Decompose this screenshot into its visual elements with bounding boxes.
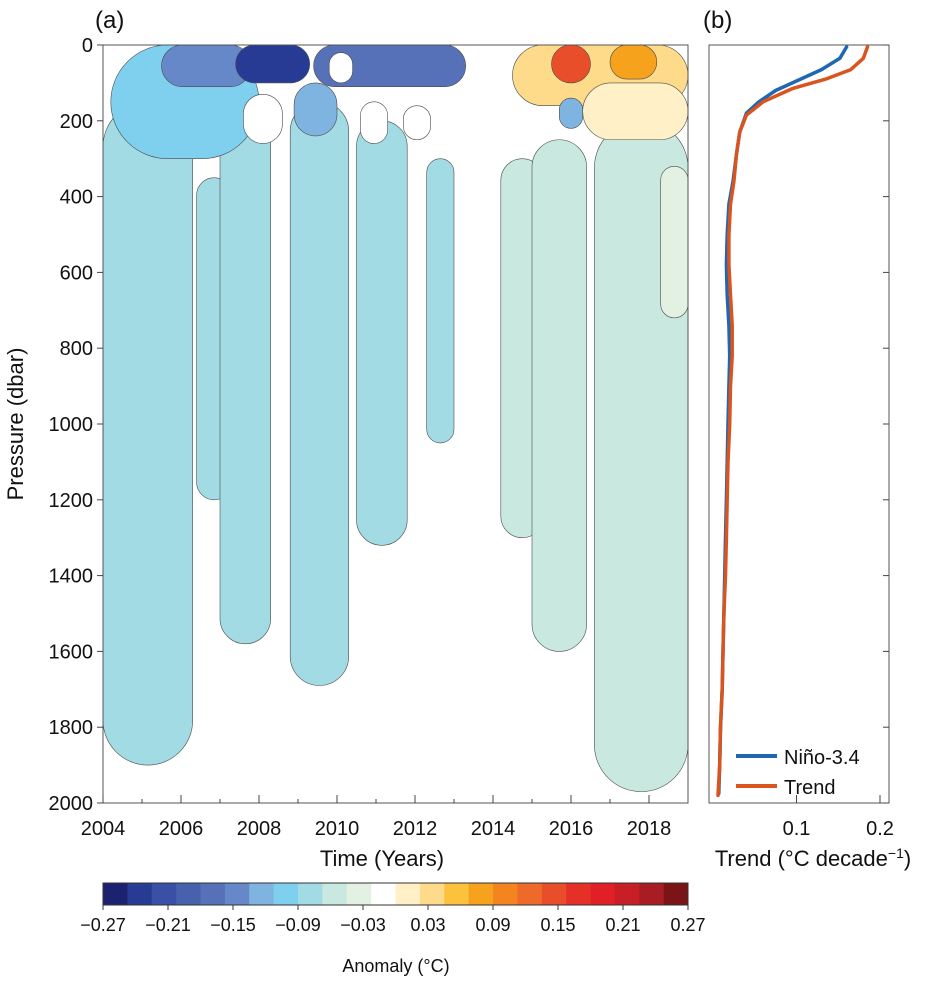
x-tick-label: 2016 (549, 818, 594, 840)
colorbar-tick-label: 0.27 (670, 915, 705, 935)
colorbar-tick-label: −0.21 (145, 915, 191, 935)
colorbar-cell (493, 883, 518, 905)
colorbar-tick-label: −0.27 (80, 915, 126, 935)
colorbar-cell (371, 883, 396, 905)
colorbar-tick-label: 0.09 (475, 915, 510, 935)
y-tick-label: 0 (82, 35, 93, 57)
x-tick-label: 2004 (81, 818, 126, 840)
colorbar-cell (298, 883, 323, 905)
panel-b: (b) 0.1 0.2 Niño-3.4 Trend Trend (°C deca… (703, 7, 911, 871)
anomaly-region (551, 45, 591, 84)
colorbar-cell (346, 883, 372, 905)
y-axis-title: Pressure (dbar) (3, 348, 28, 501)
x-tick-label: 2012 (393, 818, 438, 840)
colorbar-cell (639, 883, 665, 905)
y-tick-label: 1400 (49, 566, 94, 588)
colorbar-cell (468, 883, 494, 905)
y-tick-label: 1600 (49, 641, 94, 663)
anomaly-region (660, 165, 688, 319)
anomaly-region (360, 101, 388, 144)
colorbar-cell (517, 883, 543, 905)
anomaly-region (219, 90, 272, 645)
anomaly-region (235, 45, 310, 84)
x-tick-label: 2010 (315, 818, 360, 840)
heatmap-field (103, 45, 688, 792)
colorbar-tick-label: 0.03 (410, 915, 445, 935)
panel-b-x-axis-title: Trend (°C decade−1) (715, 845, 911, 871)
y-tick-label: 2000 (49, 793, 94, 815)
x-tick-label: 2018 (627, 818, 672, 840)
y-tick-label: 1200 (49, 490, 94, 512)
trend-line (716, 45, 870, 798)
y-tick-label: 1000 (49, 414, 94, 436)
nino-3-4-line (717, 45, 849, 796)
y-tick-label: 800 (60, 338, 93, 360)
colorbar-cell (590, 883, 616, 905)
colorbar-cell (541, 883, 567, 905)
colorbar-cell (614, 883, 640, 905)
anomaly-region (531, 139, 587, 652)
colorbar-cell (224, 883, 250, 905)
panel-b-label: (b) (703, 7, 732, 34)
anomaly-region (426, 158, 455, 444)
colorbar-cell (566, 883, 591, 905)
colorbar-cell (663, 883, 689, 905)
colorbar-cell (151, 883, 177, 905)
x-tick-label: 2006 (159, 818, 204, 840)
anomaly-region (103, 101, 193, 766)
colorbar-cell (200, 883, 226, 905)
colorbar-cell (103, 883, 128, 905)
colorbar-tick-label: 0.21 (605, 915, 640, 935)
b-x-tick-label: 0.2 (866, 818, 894, 840)
y-tick-label: 600 (60, 262, 93, 284)
anomaly-region (558, 97, 583, 129)
y-tick-label: 1800 (49, 717, 94, 739)
panel-a: (a) 0 200 400 600 800 1000 1200 1400 1600 1800 200… (3, 7, 689, 871)
colorbar-title: Anomaly (°C) (342, 956, 449, 976)
colorbar-cell (176, 883, 201, 905)
anomaly-region (582, 82, 688, 141)
b-x-tick-label: 0.1 (783, 818, 811, 840)
colorbar-frame (102, 882, 689, 906)
anomaly-region (356, 120, 408, 546)
colorbar-cell (127, 883, 153, 905)
x-tick-label: 2014 (471, 818, 516, 840)
panel-a-label: (a) (95, 7, 124, 34)
anomaly-region (289, 101, 350, 686)
x-tick-label: 2008 (237, 818, 282, 840)
legend-label-trend: Trend (784, 777, 836, 799)
anomaly-region (293, 82, 338, 137)
colorbar-cell (273, 883, 299, 905)
anomaly-region (328, 52, 353, 84)
colorbar-tick-label: 0.15 (540, 915, 575, 935)
anomaly-region (243, 93, 283, 144)
legend-label-nino: Niño-3.4 (784, 747, 860, 769)
colorbar-cell (395, 883, 421, 905)
colorbar-tick-label: −0.15 (210, 915, 256, 935)
y-tick-label: 400 (60, 187, 93, 209)
x-axis-title: Time (Years) (320, 846, 444, 871)
colorbar-cell (444, 883, 470, 905)
colorbar-cell (419, 883, 445, 905)
legend: Niño-3.4 Trend (736, 747, 860, 799)
colorbar: −0.27 −0.21 −0.15 −0.09 −0.03 0.03 0.09 0.15 0.2… (80, 882, 706, 976)
colorbar-cell (322, 883, 348, 905)
colorbar-tick-label: −0.09 (275, 915, 321, 935)
colorbar-tick-label: −0.03 (340, 915, 386, 935)
colorbar-cell (249, 883, 275, 905)
anomaly-region (609, 45, 658, 80)
anomaly-region (402, 105, 431, 141)
y-tick-label: 200 (60, 111, 93, 133)
